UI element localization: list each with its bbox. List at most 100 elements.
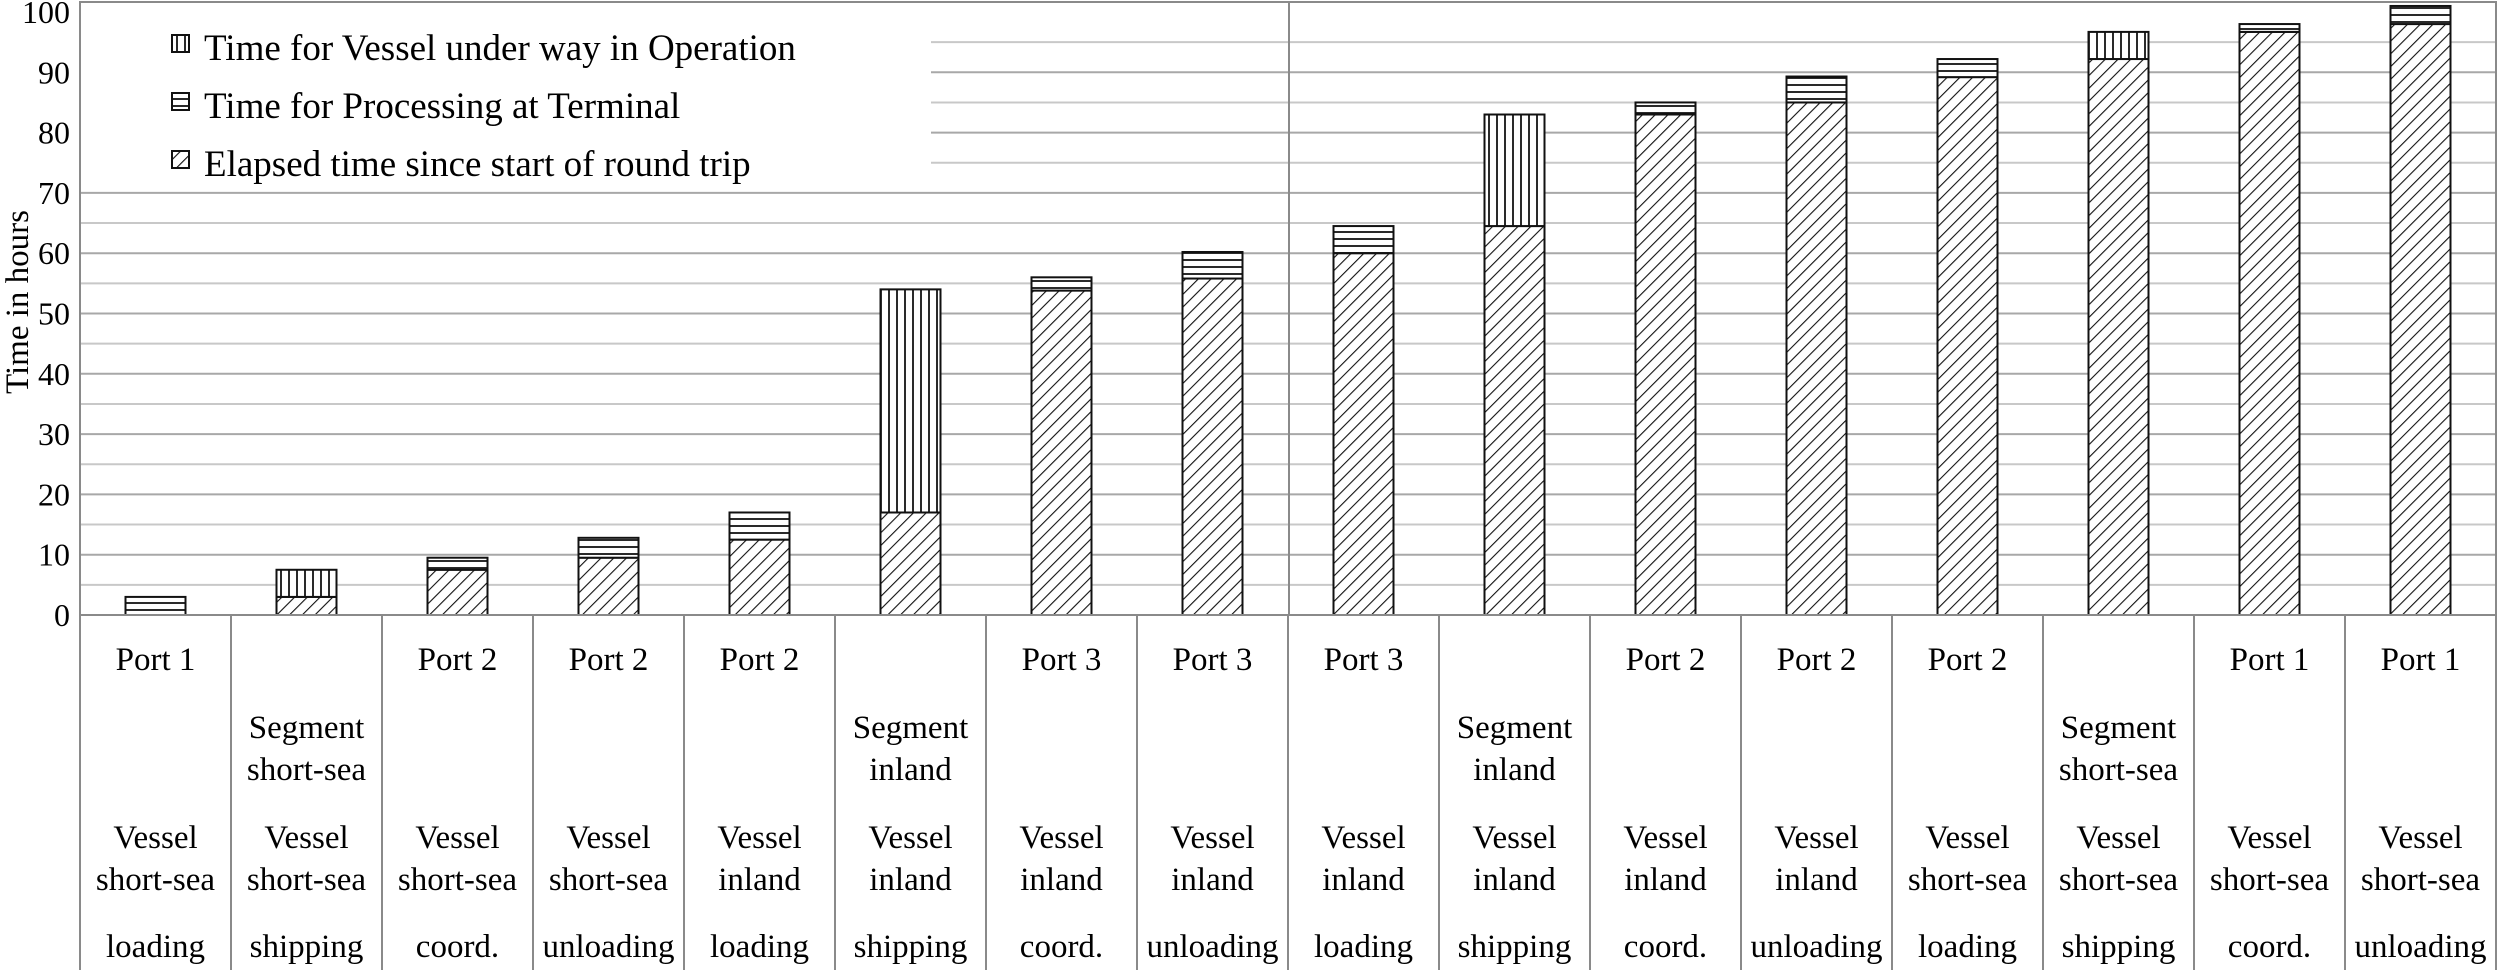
y-axis-title: Time in hours	[0, 210, 36, 394]
category-vessel: Vessel	[1019, 820, 1103, 856]
category-activity: unloading	[1147, 929, 1279, 965]
category-activity: shipping	[250, 929, 364, 965]
category-activity: loading	[1314, 929, 1413, 965]
category-location: Port 1	[2230, 642, 2310, 678]
bar-segment-diagonal	[1030, 289, 1093, 616]
category-vessel: Vessel	[2076, 820, 2160, 856]
category-segment-type: short-sea	[247, 752, 366, 788]
category-segment: Segment	[853, 710, 968, 746]
legend-swatch-vertical	[171, 34, 190, 53]
category-vessel: Vessel	[1925, 820, 2009, 856]
bar-segment-diagonal	[426, 568, 489, 617]
category-segment: Segment	[1457, 710, 1572, 746]
category-vessel: Vessel	[264, 820, 348, 856]
y-tick-label: 30	[38, 416, 70, 452]
bar-segment-vertical	[2087, 30, 2150, 61]
category-location: Port 3	[1324, 642, 1404, 678]
category-segment-type: short-sea	[2059, 752, 2178, 788]
legend-swatch-diagonal	[171, 150, 190, 169]
bar-segment-diagonal	[1483, 225, 1546, 616]
y-tick-label: 100	[22, 0, 70, 30]
category-segment: Segment	[249, 710, 364, 746]
legend: Time for Vessel under way in Operation Ti…	[81, 3, 931, 191]
bar-segment-horizontal	[1936, 58, 1999, 79]
category-location: Port 2	[1928, 642, 2008, 678]
category-location: Port 2	[720, 642, 800, 678]
category-vessel-type: short-sea	[1908, 862, 2027, 898]
category-vessel-type: inland	[869, 862, 952, 898]
category-vessel-type: inland	[1775, 862, 1858, 898]
legend-label: Time for Processing at Terminal	[204, 86, 680, 127]
category-vessel-type: inland	[1624, 862, 1707, 898]
bar-segment-diagonal	[2087, 58, 2150, 617]
legend-label: Time for Vessel under way in Operation	[204, 28, 796, 69]
bar-segment-horizontal	[426, 556, 489, 571]
bar-segment-vertical	[879, 288, 942, 514]
y-tick-label: 60	[38, 235, 70, 271]
category-activity: shipping	[1458, 929, 1572, 965]
y-tick-label: 90	[38, 54, 70, 90]
category-vessel-type: short-sea	[398, 862, 517, 898]
category-vessel: Vessel	[1623, 820, 1707, 856]
category-activity: coord.	[416, 929, 499, 965]
category-vessel-type: inland	[1171, 862, 1254, 898]
category-location: Port 2	[569, 642, 649, 678]
category-location: Port 3	[1173, 642, 1253, 678]
category-location: Port 1	[2381, 642, 2461, 678]
bar-segment-diagonal	[1936, 76, 1999, 616]
category-vessel-type: short-sea	[96, 862, 215, 898]
y-tick-label: 50	[38, 296, 70, 332]
category-vessel-type: short-sea	[2210, 862, 2329, 898]
category-vessel: Vessel	[566, 820, 650, 856]
y-tick-label: 70	[38, 175, 70, 211]
bar-segment-diagonal	[577, 556, 640, 617]
category-vessel: Vessel	[113, 820, 197, 856]
y-tick-label: 0	[54, 597, 70, 633]
category-vessel: Vessel	[1170, 820, 1254, 856]
category-vessel-type: inland	[1322, 862, 1405, 898]
category-vessel: Vessel	[717, 820, 801, 856]
bar-segment-diagonal	[275, 595, 338, 616]
bar-segment-horizontal	[1785, 75, 1848, 104]
category-vessel-type: inland	[1020, 862, 1103, 898]
category-location: Port 2	[1626, 642, 1706, 678]
category-activity: loading	[106, 929, 205, 965]
bar-segment-diagonal	[879, 511, 942, 616]
bars	[124, 4, 2452, 617]
legend-background	[81, 3, 931, 191]
category-segment-type: inland	[1473, 752, 1556, 788]
category-vessel: Vessel	[1774, 820, 1858, 856]
bar-segment-horizontal	[1030, 276, 1093, 292]
category-activity: unloading	[543, 929, 675, 965]
category-vessel: Vessel	[868, 820, 952, 856]
y-axis-tick-labels: 0 10 20 30 40 50 60 70 80 90 100	[22, 0, 70, 633]
bar-segment-diagonal	[2238, 30, 2301, 617]
category-vessel: Vessel	[1321, 820, 1405, 856]
bar-segment-horizontal	[728, 511, 791, 541]
category-vessel-type: inland	[718, 862, 801, 898]
y-tick-label: 20	[38, 476, 70, 512]
category-vessel-type: short-sea	[247, 862, 366, 898]
category-vessel-type: short-sea	[549, 862, 668, 898]
category-activity: loading	[710, 929, 809, 965]
bar-segment-diagonal	[1181, 277, 1244, 616]
legend-swatch-horizontal	[171, 92, 190, 111]
bar-segment-horizontal	[2238, 23, 2301, 33]
category-vessel-type: short-sea	[2059, 862, 2178, 898]
bar-segment-horizontal	[577, 536, 640, 559]
bar-segment-diagonal	[728, 538, 791, 616]
y-tick-label: 80	[38, 115, 70, 151]
bar-segment-horizontal	[124, 595, 187, 616]
category-activity: shipping	[854, 929, 968, 965]
category-activity: loading	[1918, 929, 2017, 965]
y-tick-label: 40	[38, 356, 70, 392]
category-vessel: Vessel	[1472, 820, 1556, 856]
bar-segment-vertical	[1483, 113, 1546, 228]
category-activity: unloading	[2355, 929, 2487, 965]
bar-segment-horizontal	[2389, 4, 2452, 26]
category-segment-type: inland	[869, 752, 952, 788]
bar-segment-diagonal	[2389, 23, 2452, 617]
category-vessel-type: inland	[1473, 862, 1556, 898]
category-vessel: Vessel	[2378, 820, 2462, 856]
